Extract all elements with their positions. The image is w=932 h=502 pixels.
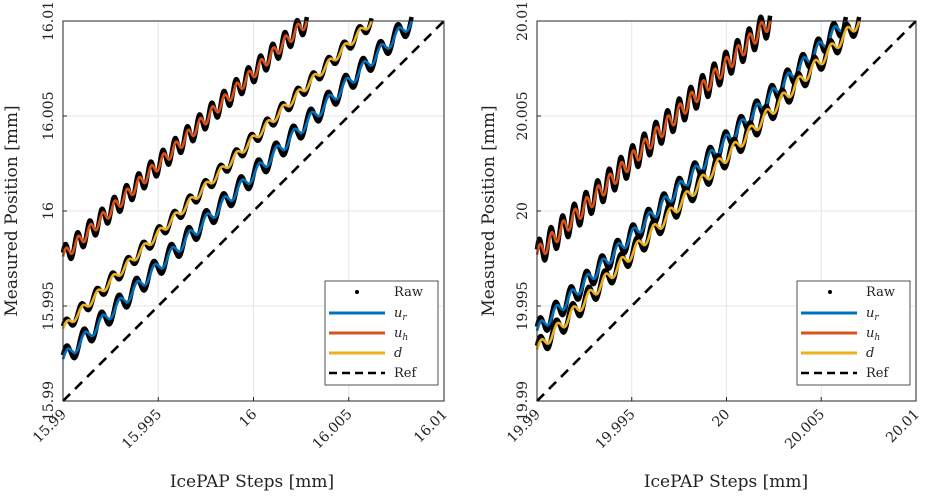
left-chart: 15.99 15.995 16 16.005 16.0115.9915.9951616.…: [2, 1, 451, 492]
x-tick-label: 20: [709, 407, 733, 431]
series-d-line: [61, 20, 373, 330]
y-tick-label: 16.01: [41, 1, 57, 41]
left-legend-ur-label: ur: [394, 306, 407, 323]
y-tick-label: 20.005: [515, 92, 531, 141]
left-series: [60, 16, 445, 402]
right-legend-ur-label: ur: [866, 306, 879, 323]
series-d-line: [535, 20, 861, 351]
x-tick-label: 16: [236, 406, 260, 430]
series-uh-line: [61, 20, 309, 257]
y-tick-label: 19.99: [515, 381, 531, 421]
x-tick-label: 16.01: [411, 407, 451, 447]
right-legend: Raw ur uh d Ref: [796, 280, 911, 386]
right-legend-d-label: d: [866, 346, 874, 361]
left-legend-raw-label: Raw: [394, 285, 423, 300]
right-series: [534, 14, 917, 402]
y-tick-label: 15.995: [41, 282, 57, 331]
x-tick-label: 20.01: [883, 407, 923, 447]
left-ylabel: Measured Position [mm]: [2, 105, 22, 316]
y-tick-label: 15.99: [41, 381, 57, 421]
y-tick-label: 19.995: [515, 282, 531, 331]
series-uh-line: [535, 20, 772, 256]
left-legend-raw-marker: [355, 290, 359, 294]
series-ur-line: [61, 20, 413, 360]
y-tick-label: 16: [41, 202, 57, 220]
x-tick-label: 15.995: [119, 407, 165, 453]
right-legend-uh-label: uh: [866, 326, 880, 343]
right-xlabel: IcePAP Steps [mm]: [644, 472, 808, 492]
x-tick-label: 16.005: [310, 407, 356, 453]
right-chart: 19.99 19.995 20 20.005 20.0119.9919.9952020.…: [479, 1, 923, 492]
series-ref-line: [62, 20, 445, 402]
y-tick-label: 16.005: [41, 92, 57, 141]
y-tick-label: 20.01: [515, 1, 531, 41]
right-legend-ref-label: Ref: [866, 366, 889, 381]
x-tick-label: 20.005: [782, 407, 828, 453]
right-legend-raw-label: Raw: [866, 285, 895, 300]
series-ref-line: [536, 20, 917, 402]
right-legend-raw-marker: [828, 290, 832, 294]
x-tick-label: 19.995: [593, 407, 639, 453]
y-tick-label: 20: [515, 202, 531, 220]
left-legend: Raw ur uh d Ref: [324, 280, 439, 386]
left-legend-uh-label: uh: [394, 326, 408, 343]
left-xlabel: IcePAP Steps [mm]: [170, 472, 334, 492]
left-legend-d-label: d: [394, 346, 402, 361]
left-legend-ref-label: Ref: [394, 366, 417, 381]
right-ylabel: Measured Position [mm]: [479, 105, 499, 316]
